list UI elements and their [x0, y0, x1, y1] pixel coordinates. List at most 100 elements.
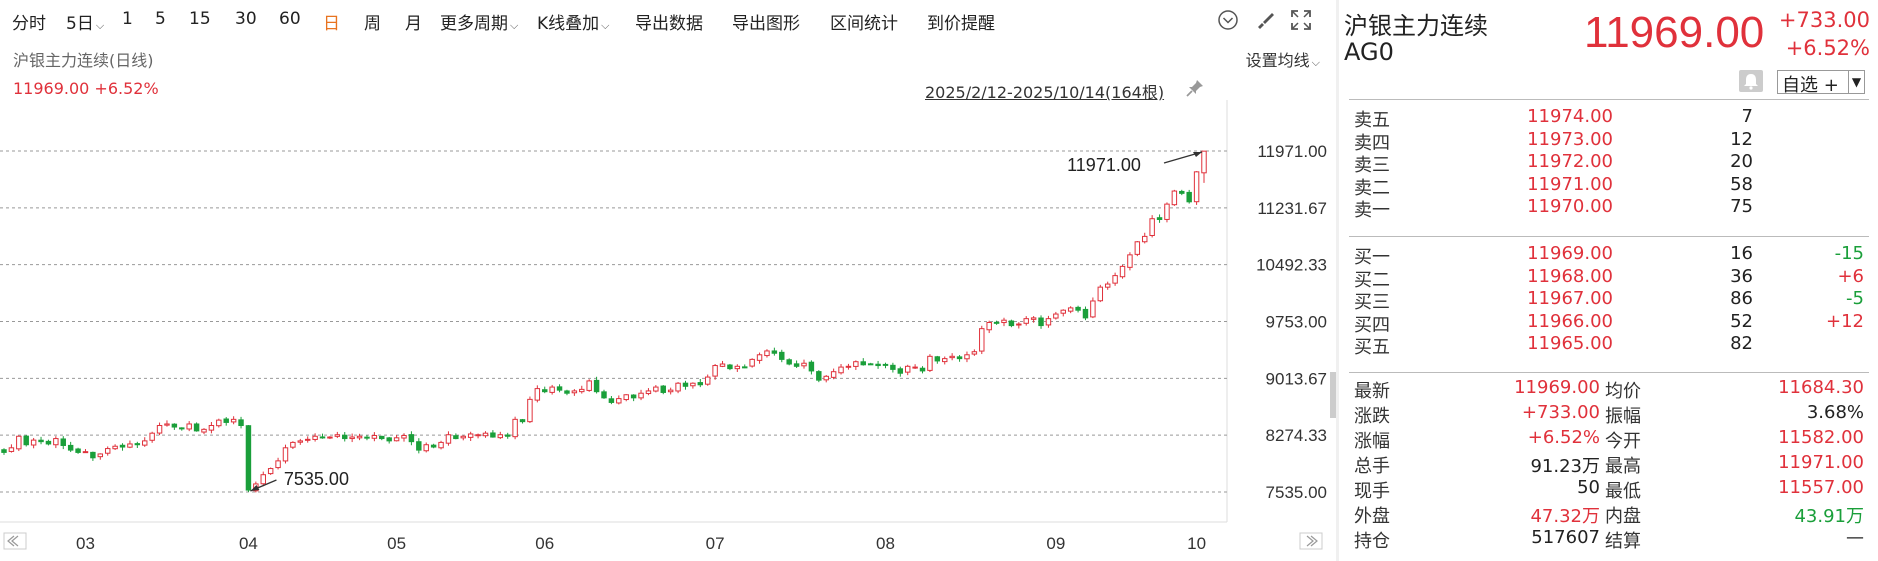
- candle-body: [112, 445, 118, 450]
- pin-icon[interactable]: [1185, 78, 1205, 98]
- order-level-label: 卖三: [1354, 155, 1390, 176]
- y-tick-label: 9013.67: [1266, 369, 1327, 388]
- dropdown-arrow-icon[interactable]: ▼: [1848, 71, 1864, 93]
- order-book-row[interactable]: 买二 11968.00 36 +6: [1339, 266, 1878, 291]
- candle-body: [690, 382, 696, 387]
- x-tick-label: 06: [535, 534, 554, 553]
- period-1min[interactable]: 1: [122, 9, 133, 29]
- candle-body: [1038, 317, 1044, 327]
- period-60min[interactable]: 60: [279, 9, 301, 29]
- order-book-row[interactable]: 卖四 11973.00 12: [1339, 128, 1878, 154]
- order-book-row[interactable]: 卖五 11974.00 7: [1339, 106, 1878, 131]
- period-15min[interactable]: 15: [189, 9, 211, 29]
- candle-body: [1193, 171, 1200, 203]
- stat-value: 11557.00: [1778, 477, 1864, 498]
- candle-body: [719, 363, 726, 367]
- candle-body: [1045, 318, 1052, 326]
- candle-body: [30, 439, 37, 446]
- add-watchlist-button[interactable]: 自选 + ▼: [1777, 70, 1865, 96]
- candle-body: [579, 388, 585, 393]
- period-5min[interactable]: 5: [155, 9, 166, 29]
- fullscreen-icon[interactable]: [1289, 8, 1313, 32]
- period-week[interactable]: 周: [364, 14, 381, 34]
- panel-resize-handle[interactable]: [1330, 372, 1336, 418]
- candle-body: [919, 367, 926, 372]
- period-fenshi[interactable]: 分时: [12, 14, 46, 34]
- candle-body: [97, 453, 104, 458]
- x-tick-label: 10: [1187, 534, 1206, 553]
- candle-body: [1060, 309, 1066, 314]
- candle-body: [364, 436, 370, 439]
- candle-body: [793, 363, 800, 367]
- order-volume: 12: [1730, 128, 1753, 150]
- stat-label: 内盘: [1605, 506, 1641, 527]
- draw-brush-icon[interactable]: [1253, 8, 1277, 32]
- candle-body: [534, 388, 541, 401]
- order-book-row[interactable]: 买五 11965.00 82: [1339, 333, 1878, 358]
- candle-body: [334, 434, 341, 437]
- divider: [1349, 236, 1869, 237]
- candle-body: [216, 419, 222, 427]
- candle-body: [549, 386, 555, 393]
- scroll-left-icon[interactable]: [3, 532, 27, 550]
- candle-body: [993, 321, 1000, 324]
- stat-value: 91.23万: [1530, 456, 1600, 477]
- x-tick-label: 04: [239, 534, 258, 553]
- export-chart-button[interactable]: 导出图形: [732, 14, 800, 34]
- candle-body: [519, 419, 526, 423]
- order-book-row[interactable]: 买三 11967.00 86 -5: [1339, 288, 1878, 313]
- candle-body: [171, 423, 178, 428]
- candle-body: [1186, 191, 1192, 203]
- candle-body: [1030, 317, 1037, 320]
- stat-value: 517607: [1531, 527, 1600, 548]
- y-tick-label: 9753.00: [1266, 313, 1327, 332]
- order-book-row[interactable]: 买四 11966.00 52 +12: [1339, 311, 1878, 336]
- order-book-row[interactable]: 卖二 11971.00 58: [1339, 174, 1878, 199]
- candle-body: [1156, 217, 1163, 220]
- date-range-label[interactable]: 2025/2/12-2025/10/14(164根): [925, 83, 1165, 102]
- candle-body: [1082, 308, 1089, 319]
- stats-row: 持仓 517607 结算 —: [1339, 527, 1878, 552]
- more-periods-menu[interactable]: 更多周期 ⌵: [440, 9, 518, 34]
- candlestick-chart[interactable]: 11971.00 11231.67 10492.33 9753.00 9013.67 82…: [0, 0, 1336, 561]
- period-day[interactable]: 日: [323, 14, 340, 34]
- kline-panel: 分时 5日 ⌵ 1 5 15 30 60 日 周 月 更多周期 ⌵ K线叠加 ⌵ 导出…: [0, 0, 1336, 561]
- stat-label: 最低: [1605, 481, 1641, 502]
- candle-body: [527, 398, 533, 423]
- period-month[interactable]: 月: [405, 14, 422, 34]
- candle-body: [134, 443, 141, 446]
- candle-body: [904, 365, 911, 373]
- low-annotation-label: 7535.00: [284, 469, 349, 489]
- more-periods-label: 更多周期: [440, 14, 508, 34]
- candle-body: [1134, 241, 1141, 255]
- candle-body: [245, 425, 252, 491]
- kline-overlay-menu[interactable]: K线叠加 ⌵: [537, 9, 610, 34]
- panel-divider[interactable]: [1336, 0, 1339, 561]
- collapse-toggle-icon[interactable]: [1216, 8, 1240, 32]
- order-volume-change: -15: [1834, 243, 1864, 264]
- range-stats-button[interactable]: 区间统计: [830, 14, 898, 34]
- scroll-right-icon[interactable]: [1299, 532, 1323, 550]
- period-30min[interactable]: 30: [235, 9, 257, 29]
- price-alert-button[interactable]: 到价提醒: [927, 14, 995, 34]
- order-price: 11974.00: [1527, 106, 1613, 127]
- export-data-button[interactable]: 导出数据: [635, 14, 703, 34]
- order-book-row[interactable]: 卖三 11972.00 20: [1339, 151, 1878, 176]
- candle-body: [897, 368, 904, 374]
- order-volume: 86: [1730, 288, 1753, 309]
- order-book-row[interactable]: 卖一 11970.00 75: [1339, 196, 1878, 221]
- candle-body: [342, 434, 348, 440]
- ma-setting-label: 设置均线: [1245, 51, 1310, 70]
- order-book-row[interactable]: 买一 11969.00 16 -15: [1339, 243, 1878, 268]
- candle-body: [453, 435, 459, 440]
- ma-setting-button[interactable]: 设置均线 ⌵: [1246, 47, 1320, 71]
- candle-body: [53, 438, 59, 446]
- candle-body: [890, 364, 896, 370]
- order-level-label: 买三: [1354, 292, 1390, 313]
- candle-body: [645, 390, 652, 395]
- period-5day[interactable]: 5日 ⌵: [66, 9, 104, 34]
- bell-icon[interactable]: [1739, 70, 1763, 92]
- candle-body: [1149, 218, 1155, 236]
- order-level-label: 卖四: [1354, 132, 1390, 154]
- candle-body: [638, 392, 644, 399]
